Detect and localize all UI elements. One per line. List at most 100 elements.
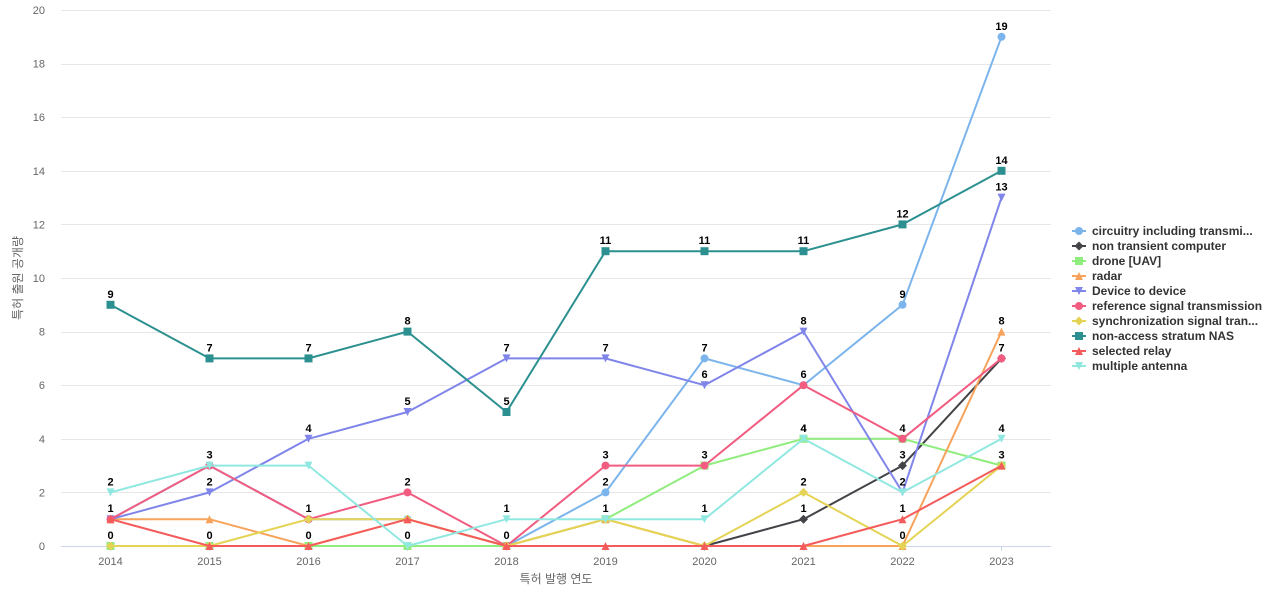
x-tick-label: 2014	[98, 556, 122, 568]
data-point-device-to-device	[502, 354, 511, 363]
series-multiple-antenna	[106, 434, 1006, 550]
legend-item-device-to-device[interactable]: Device to device	[1072, 284, 1186, 298]
data-point-non-access-stratum-nas	[304, 354, 313, 363]
data-label-non-access-stratum-nas: 8	[404, 316, 410, 328]
legend-marker	[1075, 302, 1083, 310]
legend-item-non-transient-computer[interactable]: non transient computer	[1072, 239, 1226, 253]
data-point-device-to-device	[700, 381, 709, 390]
data-label-device-to-device: 2	[899, 476, 905, 488]
x-tick-label: 2019	[593, 556, 617, 568]
legend-item-circuitry-including-transmi[interactable]: circuitry including transmi...	[1072, 224, 1253, 238]
data-label-drone-uav: 3	[701, 450, 707, 462]
data-point-non-transient-computer	[799, 514, 808, 524]
data-point-device-to-device	[403, 408, 412, 416]
legend-item-drone-uav[interactable]: drone [UAV]	[1072, 254, 1161, 268]
data-point-device-to-device	[205, 488, 214, 497]
data-point-non-access-stratum-nas	[799, 247, 808, 256]
data-label-circuitry-including-transmi: 9	[899, 289, 905, 301]
y-tick-label: 2	[39, 487, 45, 499]
data-label-drone-uav: 0	[503, 530, 509, 542]
data-point-multiple-antenna	[502, 515, 511, 524]
data-point-selected-relay	[799, 542, 808, 550]
data-point-radar	[997, 327, 1006, 336]
data-point-selected-relay	[997, 461, 1006, 470]
data-label-multiple-antenna: 4	[998, 423, 1005, 435]
series-circuitry-including-transmi	[106, 32, 1006, 550]
legend-marker	[1075, 362, 1083, 370]
x-tick-label: 2022	[890, 556, 914, 568]
data-point-circuitry-including-transmi	[898, 300, 907, 309]
grid	[61, 10, 1051, 493]
series-line-multiple-antenna	[109, 437, 1003, 547]
y-tick-label: 0	[39, 541, 45, 553]
data-label-non-access-stratum-nas: 5	[503, 396, 509, 408]
data-label-reference-signal-transmission: 1	[305, 503, 311, 515]
data-label-drone-uav: 1	[602, 503, 608, 515]
data-label-non-access-stratum-nas: 12	[896, 208, 908, 220]
legend-marker	[1075, 227, 1083, 235]
legend-item-synchronization-signal-tran[interactable]: synchronization signal tran...	[1072, 314, 1258, 328]
legend: circuitry including transmi...non transi…	[1072, 224, 1262, 373]
series-selected-relay	[106, 461, 1006, 550]
legend-marker	[1074, 241, 1084, 251]
data-label-non-transient-computer: 3	[899, 450, 905, 462]
legend-item-multiple-antenna[interactable]: multiple antenna	[1072, 359, 1188, 373]
data-point-reference-signal-transmission	[601, 461, 610, 470]
series-non-transient-computer	[700, 353, 1006, 551]
legend-item-reference-signal-transmission[interactable]: reference signal transmission	[1072, 299, 1262, 313]
data-point-multiple-antenna	[997, 434, 1006, 443]
series-line-selected-relay	[109, 464, 1003, 547]
series-line-non-transient-computer	[703, 357, 1003, 547]
x-axis-title: 특허 발행 연도	[520, 571, 593, 586]
data-point-synchronization-signal-tran	[898, 541, 907, 551]
data-point-multiple-antenna	[403, 542, 412, 550]
data-label-selected-relay: 1	[899, 503, 905, 515]
data-label-non-access-stratum-nas: 11	[798, 235, 810, 247]
data-label-non-access-stratum-nas: 7	[305, 342, 311, 354]
data-point-reference-signal-transmission	[700, 461, 709, 470]
data-point-multiple-antenna	[898, 488, 907, 497]
y-axis-title: 특허 출원 공개량	[11, 236, 25, 320]
data-label-device-to-device: 8	[800, 316, 806, 328]
y-tick-label: 6	[39, 380, 45, 392]
data-point-multiple-antenna	[304, 461, 313, 470]
data-point-selected-relay	[106, 515, 115, 524]
data-point-synchronization-signal-tran	[799, 487, 808, 497]
data-label-synchronization-signal-tran: 0	[899, 530, 905, 542]
data-point-selected-relay	[205, 542, 214, 550]
data-point-synchronization-signal-tran	[106, 541, 115, 551]
data-label-device-to-device: 7	[602, 342, 608, 354]
legend-marker	[1075, 257, 1083, 265]
legend-label: Device to device	[1092, 284, 1186, 298]
data-label-reference-signal-transmission: 2	[404, 476, 410, 488]
data-point-reference-signal-transmission	[799, 381, 808, 390]
x-tick-label: 2023	[989, 556, 1013, 568]
legend-label: reference signal transmission	[1092, 299, 1262, 313]
data-point-non-access-stratum-nas	[205, 354, 214, 363]
y-tick-label: 18	[33, 59, 45, 71]
data-point-reference-signal-transmission	[403, 488, 412, 497]
data-point-multiple-antenna	[601, 515, 610, 524]
data-label-reference-signal-transmission: 3	[602, 450, 608, 462]
data-point-reference-signal-transmission	[997, 354, 1006, 363]
data-point-non-access-stratum-nas	[898, 220, 907, 229]
data-label-circuitry-including-transmi: 7	[701, 342, 707, 354]
data-point-device-to-device	[601, 354, 610, 363]
legend-label: drone [UAV]	[1092, 254, 1161, 268]
data-point-non-transient-computer	[898, 461, 907, 471]
y-tick-label: 10	[33, 273, 45, 285]
data-point-device-to-device	[997, 193, 1006, 202]
legend-item-non-access-stratum-nas[interactable]: non-access stratum NAS	[1072, 329, 1234, 343]
legend-item-radar[interactable]: radar	[1072, 269, 1122, 283]
data-label-drone-uav: 4	[800, 423, 807, 435]
data-point-selected-relay	[898, 515, 907, 524]
legend-marker	[1075, 347, 1083, 355]
y-axis: 0 2 4 6 8 10 12 14 16 18 20	[33, 5, 45, 553]
data-label-reference-signal-transmission: 6	[800, 369, 806, 381]
data-label-drone-uav: 0	[107, 530, 113, 542]
series-non-access-stratum-nas	[106, 166, 1006, 416]
x-tick-label: 2017	[395, 556, 419, 568]
legend-item-selected-relay[interactable]: selected relay	[1072, 344, 1172, 358]
